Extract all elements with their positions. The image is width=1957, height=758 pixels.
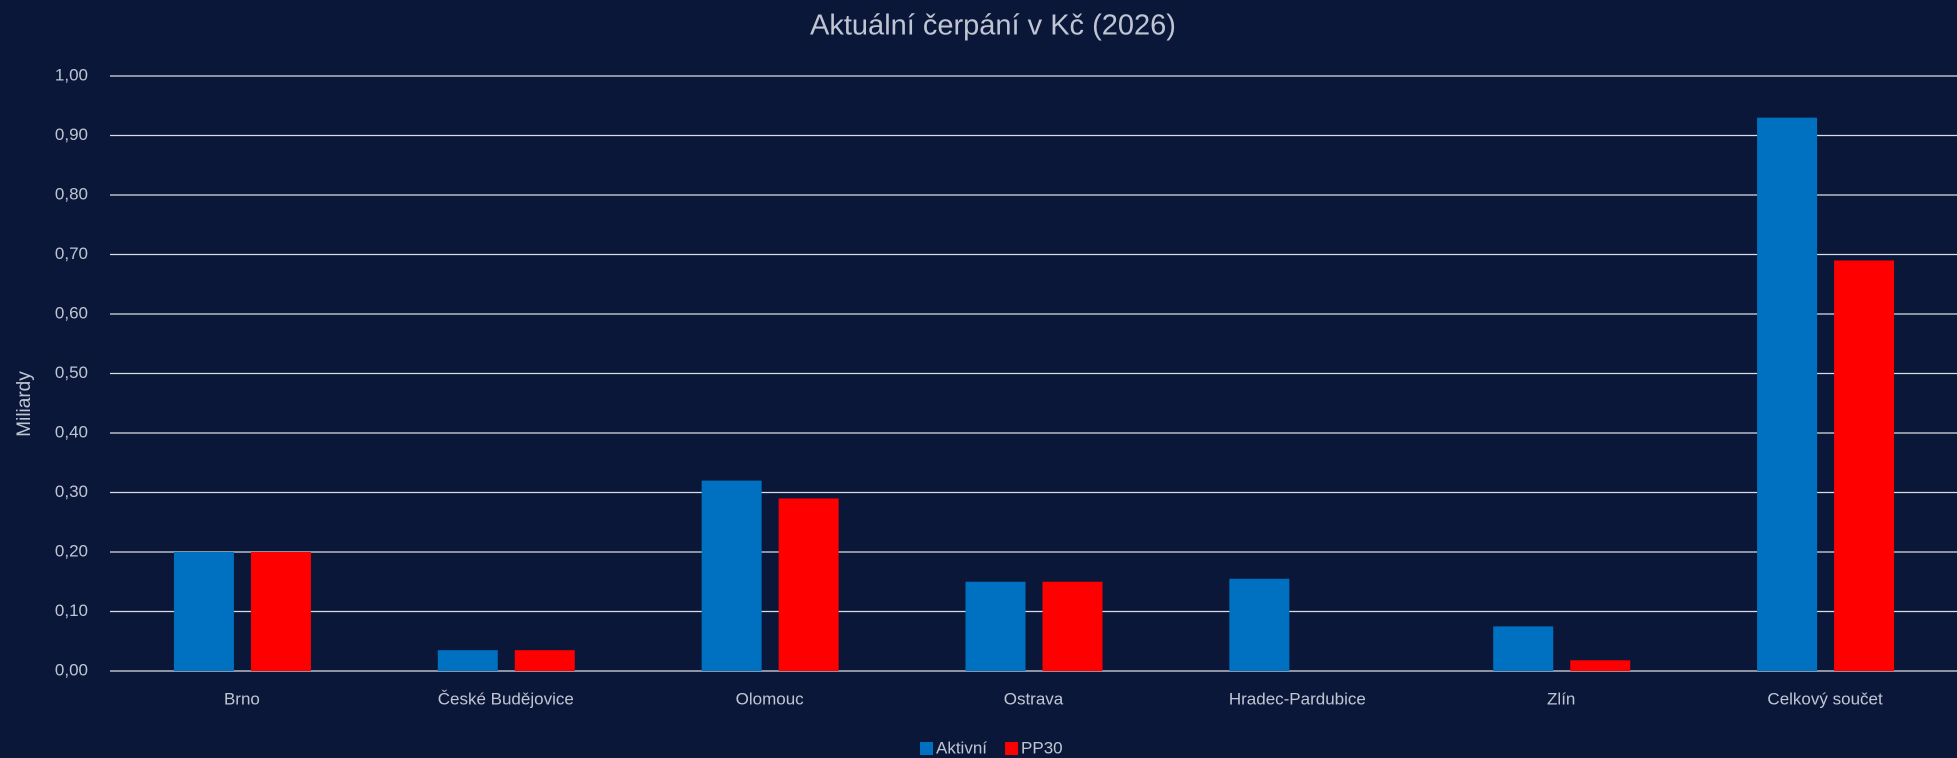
y-tick-label: 0,20 — [55, 541, 88, 560]
bar — [1834, 260, 1895, 671]
y-axis-label: Miliardy — [14, 371, 35, 437]
x-tick-label: Brno — [224, 689, 260, 708]
y-tick-label: 0,50 — [55, 363, 88, 382]
y-tick-label: 0,00 — [55, 660, 88, 679]
bar — [778, 498, 839, 671]
y-tick-label: 0,30 — [55, 482, 88, 501]
x-tick-label: Hradec-Pardubice — [1229, 689, 1366, 708]
y-tick-label: 0,60 — [55, 303, 88, 322]
bar — [250, 552, 311, 671]
bar — [1493, 626, 1554, 671]
y-tick-label: 1,00 — [55, 65, 88, 84]
y-tick-label: 0,10 — [55, 601, 88, 620]
y-tick-label: 0,80 — [55, 184, 88, 203]
bar — [965, 581, 1026, 671]
legend-label: PP30 — [1021, 738, 1063, 757]
x-tick-label: České Budějovice — [438, 689, 574, 708]
x-tick-label: Olomouc — [736, 689, 805, 708]
bar — [1570, 660, 1631, 671]
y-tick-label: 0,70 — [55, 244, 88, 263]
bar — [701, 480, 762, 671]
bar — [173, 552, 234, 671]
x-tick-label: Ostrava — [1004, 689, 1064, 708]
bar — [514, 650, 575, 671]
bar — [437, 650, 498, 671]
y-tick-label: 0,90 — [55, 125, 88, 144]
y-tick-label: 0,40 — [55, 422, 88, 441]
bar — [1042, 581, 1103, 671]
legend-label: Aktivní — [936, 738, 987, 757]
x-tick-label: Celkový součet — [1767, 689, 1883, 708]
chart-title: Aktuální čerpání v Kč (2026) — [810, 10, 1176, 42]
legend-swatch — [920, 742, 933, 755]
x-tick-label: Zlín — [1547, 689, 1575, 708]
bar — [1229, 578, 1290, 671]
legend-swatch — [1005, 742, 1019, 755]
bar — [1757, 117, 1818, 671]
